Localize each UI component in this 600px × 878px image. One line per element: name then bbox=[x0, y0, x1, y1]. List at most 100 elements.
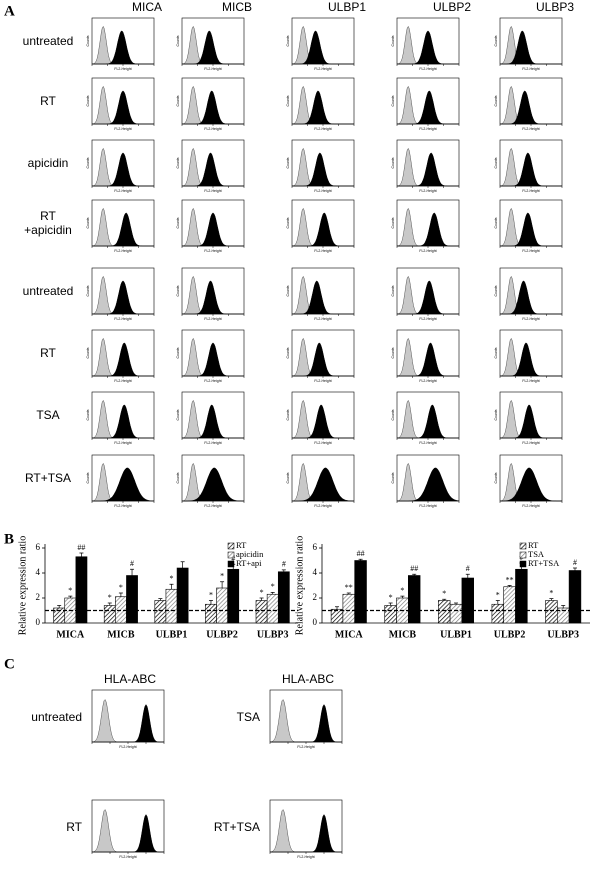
histogram-x-label: FL2-Height bbox=[119, 855, 136, 859]
stain-peak bbox=[292, 152, 354, 187]
stain-peak bbox=[292, 90, 354, 125]
legend-swatch bbox=[519, 560, 527, 568]
histogram-y-label: Counts bbox=[494, 347, 498, 358]
histogram-y-label: Counts bbox=[494, 285, 498, 296]
stain-peak bbox=[182, 404, 244, 439]
histogram-x-label: FL2-Height bbox=[419, 379, 436, 383]
histogram-y-label: Counts bbox=[391, 347, 395, 358]
stain-peak bbox=[92, 90, 154, 125]
histogram-x-label: FL2-Height bbox=[314, 441, 331, 445]
row-label: untreated bbox=[31, 710, 82, 724]
histogram-y-label: Counts bbox=[286, 409, 290, 420]
stain-peak bbox=[500, 467, 562, 502]
histogram-y-label: Counts bbox=[286, 217, 290, 228]
bar bbox=[461, 577, 474, 624]
histogram-x-label: FL2-Height bbox=[522, 249, 539, 253]
histogram-x-label: FL2-Height bbox=[119, 745, 136, 749]
error-bar bbox=[442, 598, 447, 601]
histogram-x-label: FL2-Height bbox=[114, 441, 131, 445]
histogram-x-label: FL2-Height bbox=[314, 249, 331, 253]
column-header: ULBP2 bbox=[433, 0, 471, 14]
significance-mark: # bbox=[282, 560, 286, 569]
x-tick-label: ULBP3 bbox=[547, 629, 579, 640]
stain-peak bbox=[500, 90, 562, 125]
bar bbox=[205, 603, 217, 624]
histogram-x-label: FL2-Height bbox=[114, 317, 131, 321]
error-bar bbox=[57, 605, 62, 608]
stain-peak bbox=[92, 404, 154, 439]
bar bbox=[354, 560, 367, 624]
x-tick-label: ULBP1 bbox=[440, 629, 472, 640]
error-bar bbox=[169, 583, 174, 590]
bar bbox=[266, 593, 279, 624]
error-bar bbox=[107, 602, 112, 606]
histogram-x-label: FL2-Height bbox=[522, 67, 539, 71]
bar bbox=[407, 575, 421, 624]
significance-mark: * bbox=[271, 582, 275, 591]
y-axis-label: Relative expression ratio bbox=[17, 536, 28, 635]
error-bar bbox=[68, 595, 73, 598]
error-bar bbox=[270, 592, 275, 595]
histogram-x-label: FL2-Height bbox=[522, 127, 539, 131]
stain-peak bbox=[182, 342, 244, 377]
stain-peak bbox=[397, 152, 459, 187]
histogram-y-label: Counts bbox=[176, 472, 180, 483]
histogram-y-label: Counts bbox=[391, 409, 395, 420]
legend-label: RT bbox=[528, 540, 539, 550]
significance-mark: ** bbox=[345, 583, 353, 592]
stain-peak bbox=[182, 152, 244, 187]
histogram-y-label: Counts bbox=[86, 35, 90, 46]
bar bbox=[216, 587, 228, 624]
stain-peak bbox=[292, 467, 354, 502]
histogram-x-label: FL2-Height bbox=[204, 127, 221, 131]
significance-mark: * bbox=[68, 586, 72, 595]
histogram-x-label: FL2-Height bbox=[204, 504, 221, 508]
stain-peak bbox=[270, 814, 342, 853]
histogram-y-label: Counts bbox=[286, 285, 290, 296]
bar bbox=[75, 556, 88, 624]
significance-mark: * bbox=[119, 583, 123, 592]
row-label: RT+TSA bbox=[25, 471, 71, 485]
significance-mark: * bbox=[496, 590, 500, 599]
significance-mark: * bbox=[389, 593, 393, 602]
panel-label: A bbox=[4, 3, 15, 19]
histogram-x-label: FL2-Height bbox=[114, 189, 131, 193]
histogram-x-label: FL2-Height bbox=[314, 127, 331, 131]
histogram-x-label: FL2-Height bbox=[522, 504, 539, 508]
histogram-x-label: FL2-Height bbox=[314, 189, 331, 193]
histogram-y-label: Counts bbox=[176, 285, 180, 296]
y-tick-label: 4 bbox=[313, 567, 318, 577]
bar bbox=[491, 603, 505, 624]
error-bar bbox=[79, 552, 84, 557]
legend-label: RT bbox=[236, 540, 247, 550]
x-tick-label: ULBP2 bbox=[494, 629, 526, 640]
significance-mark: ** bbox=[506, 575, 514, 584]
stain-peak bbox=[182, 467, 244, 502]
error-bar bbox=[158, 598, 163, 601]
error-bar bbox=[388, 602, 393, 606]
isotype-peak bbox=[91, 809, 164, 853]
histogram-x-label: FL2-Height bbox=[297, 855, 314, 859]
histogram-y-label: Counts bbox=[286, 347, 290, 358]
error-bar bbox=[507, 585, 512, 587]
column-header: ULBP1 bbox=[328, 0, 366, 14]
stain-peak bbox=[92, 704, 164, 743]
bar bbox=[438, 600, 451, 624]
bar bbox=[165, 588, 178, 624]
histogram-x-label: FL2-Height bbox=[419, 67, 436, 71]
stain-peak bbox=[92, 342, 154, 377]
x-tick-label: MICA bbox=[56, 629, 85, 640]
isotype-peak bbox=[269, 699, 342, 743]
bar bbox=[277, 571, 290, 624]
histogram-x-label: FL2-Height bbox=[204, 441, 221, 445]
error-bar bbox=[259, 597, 264, 601]
bar bbox=[568, 570, 582, 624]
isotype-peak bbox=[91, 699, 164, 743]
bar bbox=[449, 603, 463, 624]
row-label: RT bbox=[40, 346, 56, 360]
bar bbox=[126, 575, 138, 624]
stain-peak bbox=[182, 280, 244, 315]
column-header: MICB bbox=[222, 0, 252, 14]
legend-swatch bbox=[519, 542, 527, 550]
